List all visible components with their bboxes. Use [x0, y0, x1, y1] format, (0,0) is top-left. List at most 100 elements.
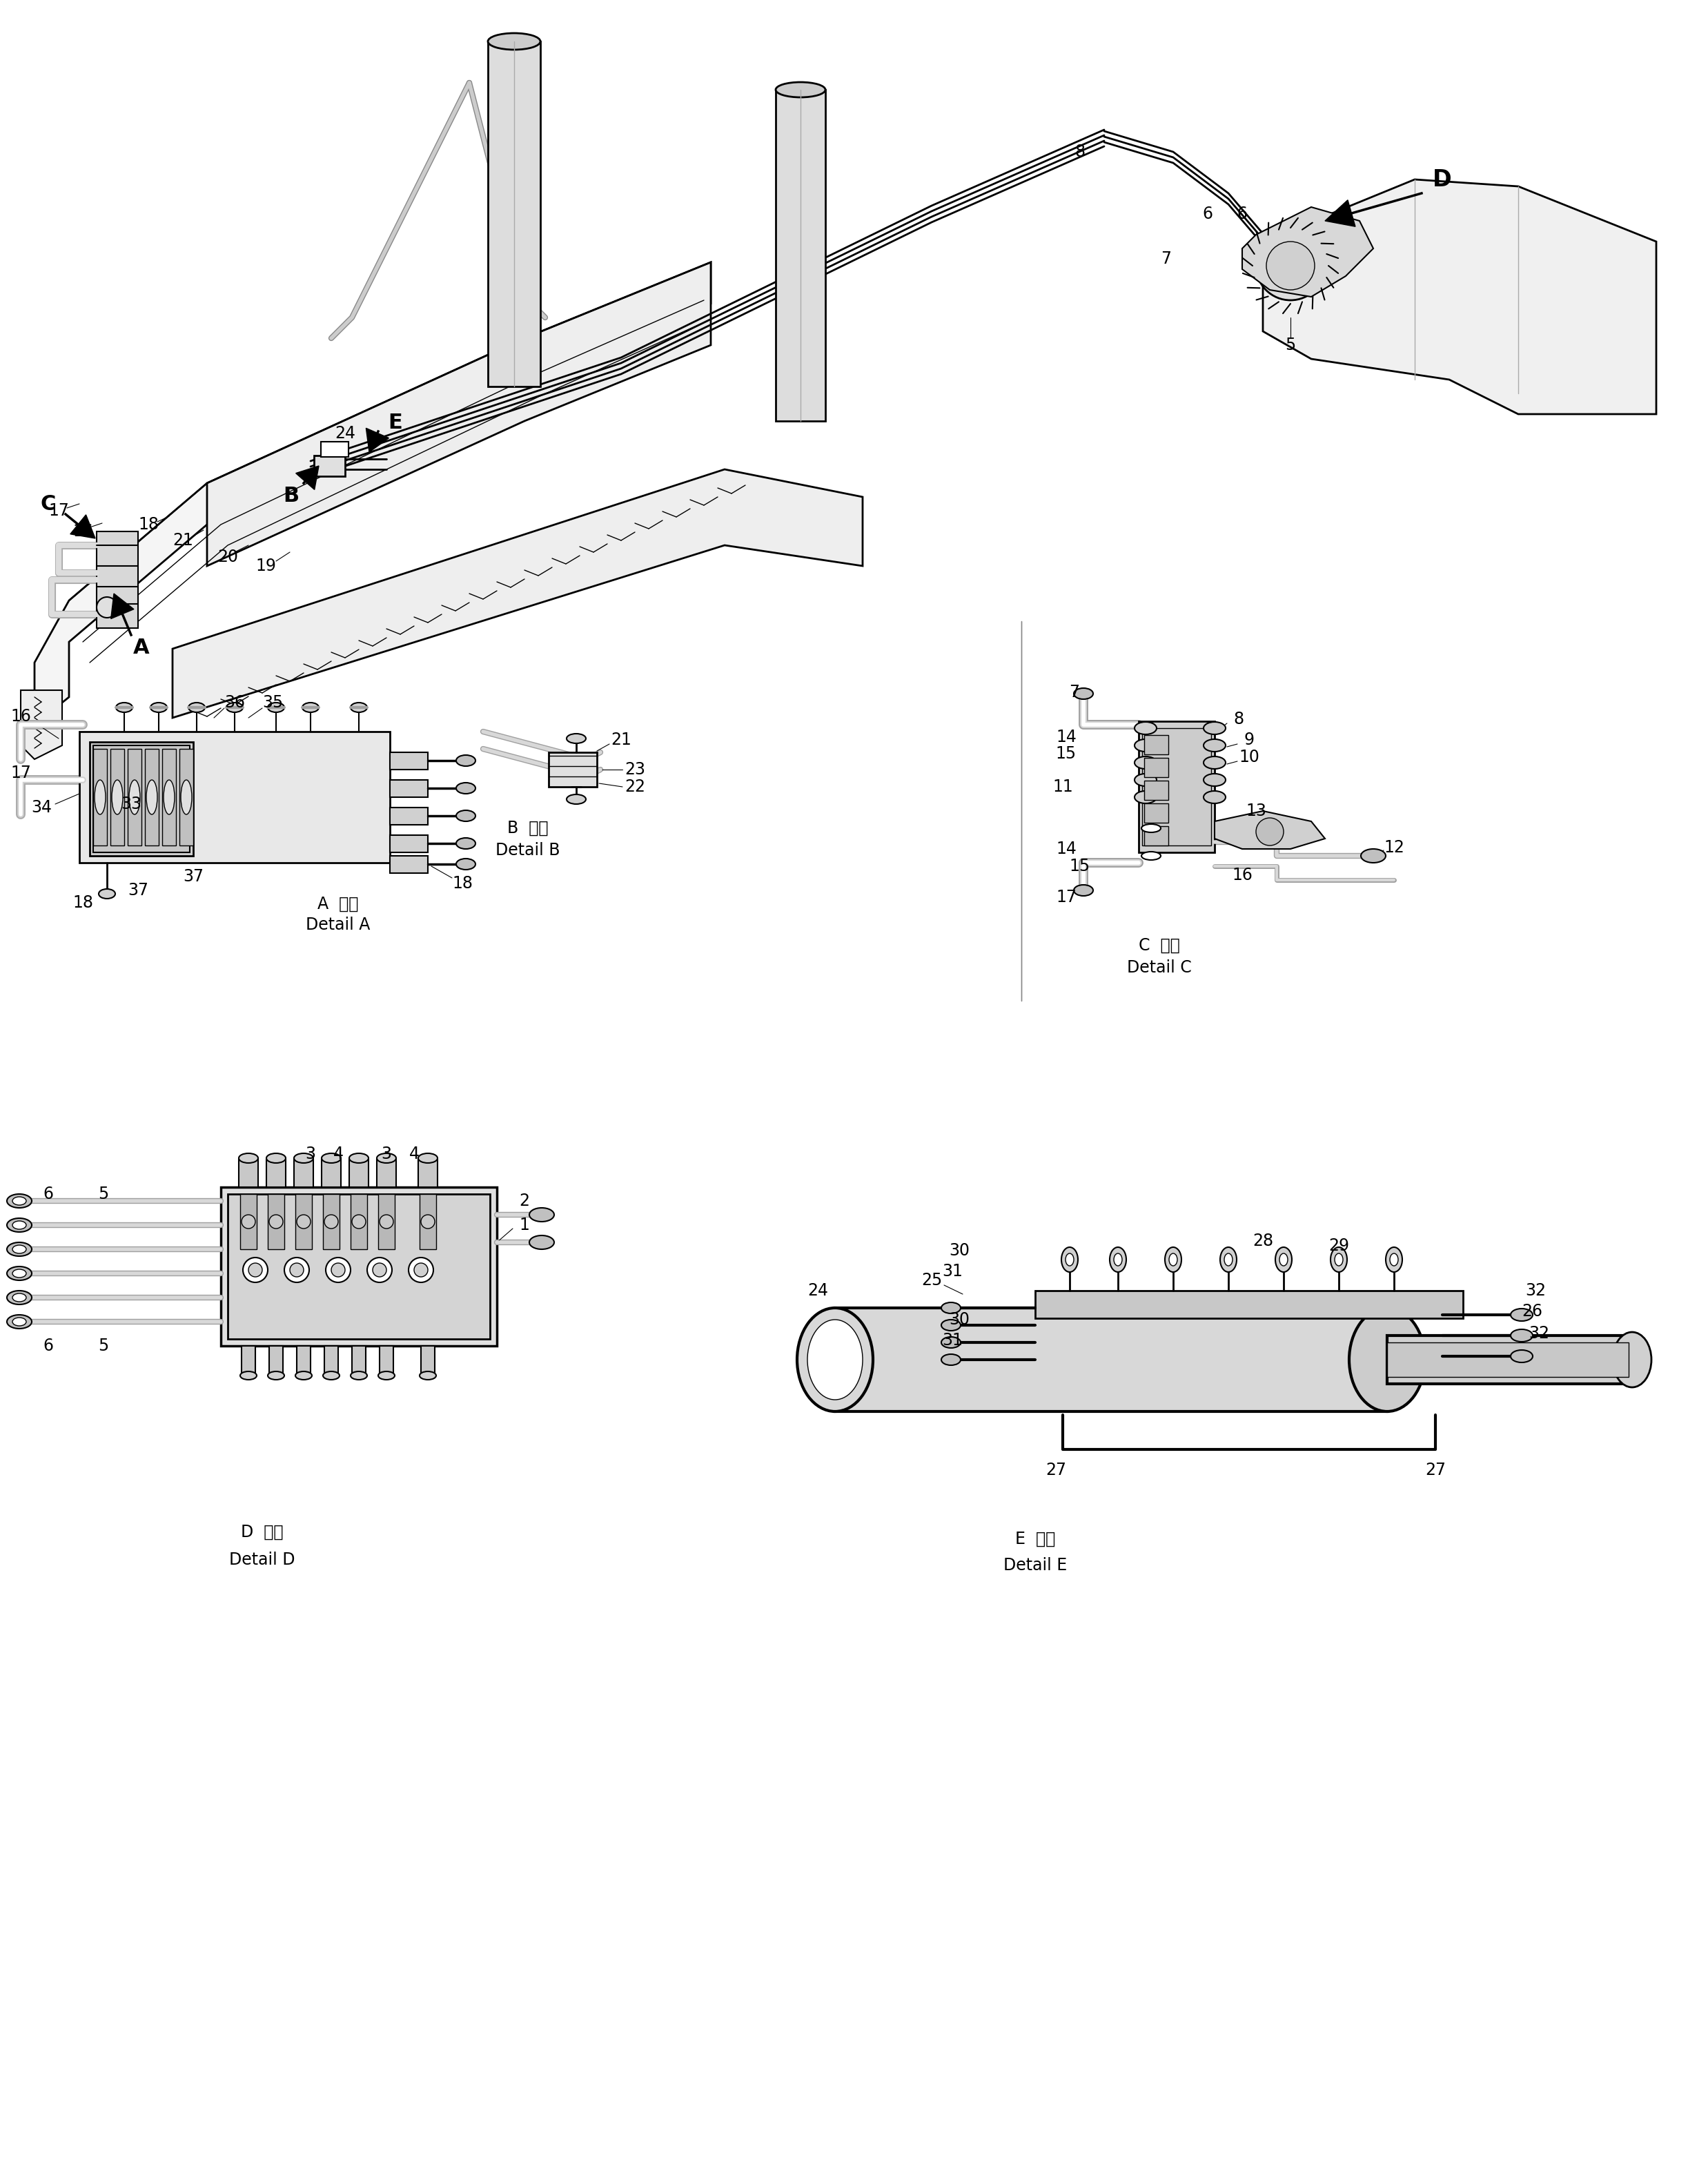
Text: 33: 33 [121, 795, 142, 813]
Circle shape [270, 1214, 284, 1230]
Text: D: D [1433, 169, 1452, 190]
Bar [321, 441, 348, 456]
Text: Detail E: Detail E [1003, 1558, 1068, 1573]
Text: 22: 22 [625, 778, 646, 795]
Bar [389, 808, 429, 826]
Text: 5: 5 [99, 1186, 109, 1202]
Text: 10: 10 [1238, 750, 1259, 765]
Text: Detail C: Detail C [1127, 959, 1192, 977]
Text: 9: 9 [1243, 733, 1254, 748]
Bar [775, 91, 825, 421]
Ellipse shape [7, 1243, 32, 1256]
Text: 1: 1 [519, 1217, 529, 1234]
Ellipse shape [1141, 851, 1161, 860]
Text: C  详图: C 详图 [1139, 938, 1180, 953]
Circle shape [352, 1214, 366, 1230]
Ellipse shape [1204, 756, 1226, 769]
Ellipse shape [1074, 687, 1093, 700]
Ellipse shape [1165, 1247, 1182, 1273]
Bar [325, 1346, 338, 1374]
Text: 7: 7 [1069, 685, 1079, 700]
Bar [1144, 826, 1168, 845]
Ellipse shape [941, 1303, 960, 1314]
Text: 5: 5 [1284, 337, 1296, 354]
Ellipse shape [941, 1338, 960, 1348]
Text: 28: 28 [1252, 1232, 1272, 1249]
Text: 23: 23 [625, 761, 646, 778]
Text: 13: 13 [1245, 802, 1266, 819]
Bar [268, 1195, 284, 1249]
Ellipse shape [12, 1197, 26, 1206]
Circle shape [379, 1214, 393, 1230]
Ellipse shape [294, 1154, 313, 1163]
Ellipse shape [348, 1154, 369, 1163]
Bar [321, 1160, 342, 1186]
Text: 29: 29 [1329, 1238, 1349, 1253]
Bar [297, 1346, 311, 1374]
Text: 12: 12 [1383, 838, 1404, 856]
Text: A: A [133, 637, 150, 657]
Polygon shape [70, 514, 96, 538]
Text: 5: 5 [99, 1338, 109, 1355]
Polygon shape [20, 689, 61, 759]
Bar [227, 1195, 490, 1340]
Ellipse shape [1114, 1253, 1122, 1266]
Bar [389, 752, 429, 769]
Ellipse shape [1385, 1247, 1402, 1273]
Ellipse shape [1110, 1247, 1126, 1273]
Text: 24: 24 [808, 1281, 828, 1299]
Bar [241, 1195, 256, 1249]
Bar [377, 1160, 396, 1186]
Polygon shape [366, 428, 389, 452]
Bar [220, 1186, 497, 1346]
Bar [420, 1346, 436, 1374]
Ellipse shape [1204, 739, 1226, 752]
Text: 30: 30 [950, 1312, 970, 1329]
Ellipse shape [1361, 849, 1385, 862]
Ellipse shape [302, 702, 319, 713]
Ellipse shape [456, 782, 475, 793]
Ellipse shape [150, 702, 167, 713]
Bar [1144, 735, 1168, 754]
Ellipse shape [321, 1154, 342, 1163]
Circle shape [413, 1262, 429, 1277]
Bar [377, 1195, 395, 1249]
Text: 25: 25 [921, 1273, 943, 1288]
Ellipse shape [1134, 791, 1156, 804]
Bar [352, 1346, 366, 1374]
Ellipse shape [1204, 774, 1226, 787]
Ellipse shape [1134, 722, 1156, 735]
Circle shape [297, 1214, 311, 1230]
Polygon shape [173, 469, 863, 717]
Ellipse shape [12, 1245, 26, 1253]
Bar [79, 733, 389, 862]
Bar [420, 1195, 436, 1249]
Ellipse shape [268, 1372, 284, 1379]
Text: 36: 36 [224, 694, 244, 711]
Circle shape [290, 1262, 304, 1277]
Ellipse shape [7, 1195, 32, 1208]
Ellipse shape [1612, 1331, 1652, 1387]
Ellipse shape [456, 754, 475, 767]
Text: 16: 16 [10, 709, 31, 724]
Ellipse shape [420, 1372, 436, 1379]
Circle shape [420, 1214, 436, 1230]
Bar [270, 1346, 284, 1374]
Circle shape [325, 1214, 338, 1230]
Ellipse shape [1225, 1253, 1233, 1266]
Ellipse shape [241, 1372, 256, 1379]
Ellipse shape [1334, 1253, 1342, 1266]
Ellipse shape [1279, 1253, 1288, 1266]
Text: 14: 14 [1056, 841, 1076, 858]
Text: 17: 17 [10, 765, 31, 782]
Text: B  详图: B 详图 [507, 819, 548, 836]
Text: 16: 16 [72, 523, 94, 540]
Text: 2: 2 [519, 1193, 529, 1210]
Circle shape [243, 1258, 268, 1281]
Text: 11: 11 [1052, 778, 1073, 795]
Ellipse shape [1390, 1253, 1399, 1266]
Ellipse shape [1510, 1351, 1532, 1361]
Text: D  详图: D 详图 [241, 1524, 284, 1541]
Ellipse shape [116, 702, 133, 713]
Polygon shape [1214, 810, 1325, 849]
